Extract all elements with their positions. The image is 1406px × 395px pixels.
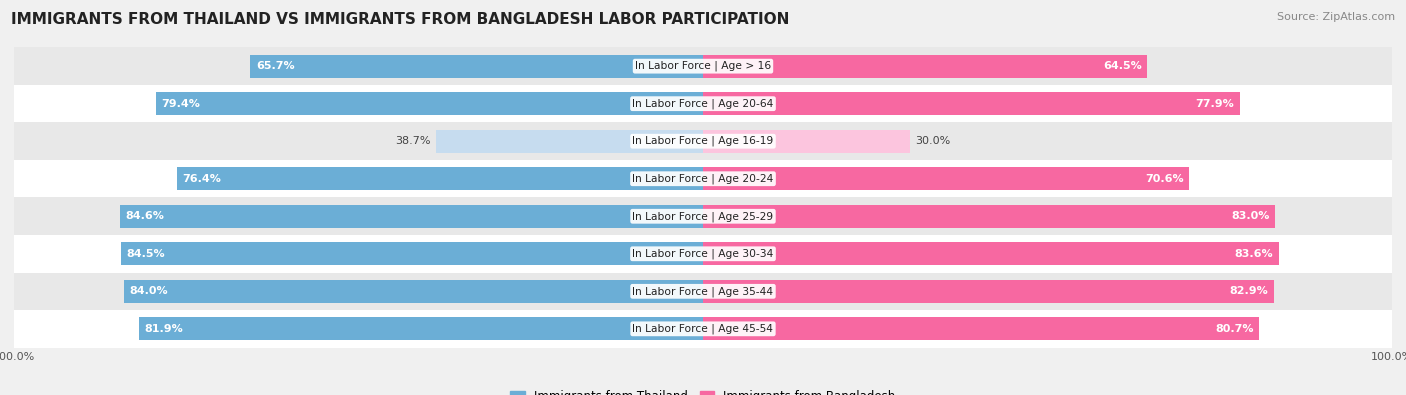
- Bar: [703, 242, 1279, 265]
- Text: 84.5%: 84.5%: [127, 249, 165, 259]
- Bar: [703, 55, 1147, 78]
- Bar: [177, 167, 703, 190]
- Text: 38.7%: 38.7%: [395, 136, 430, 146]
- Legend: Immigrants from Thailand, Immigrants from Bangladesh: Immigrants from Thailand, Immigrants fro…: [506, 385, 900, 395]
- Bar: [139, 317, 703, 340]
- Text: Source: ZipAtlas.com: Source: ZipAtlas.com: [1277, 12, 1395, 22]
- Text: 81.9%: 81.9%: [145, 324, 183, 334]
- Text: 84.0%: 84.0%: [129, 286, 169, 296]
- Text: 82.9%: 82.9%: [1230, 286, 1268, 296]
- Text: 83.6%: 83.6%: [1234, 249, 1274, 259]
- Text: In Labor Force | Age 20-24: In Labor Force | Age 20-24: [633, 173, 773, 184]
- Bar: [121, 242, 703, 265]
- Text: In Labor Force | Age 35-44: In Labor Force | Age 35-44: [633, 286, 773, 297]
- Text: In Labor Force | Age 30-34: In Labor Force | Age 30-34: [633, 248, 773, 259]
- Bar: [250, 55, 703, 78]
- Bar: [703, 205, 1275, 228]
- Text: 83.0%: 83.0%: [1230, 211, 1270, 221]
- Text: 70.6%: 70.6%: [1146, 174, 1184, 184]
- Text: 77.9%: 77.9%: [1195, 99, 1234, 109]
- Text: In Labor Force | Age > 16: In Labor Force | Age > 16: [636, 61, 770, 71]
- Text: In Labor Force | Age 20-64: In Labor Force | Age 20-64: [633, 98, 773, 109]
- Bar: [703, 280, 1274, 303]
- Text: In Labor Force | Age 45-54: In Labor Force | Age 45-54: [633, 324, 773, 334]
- Bar: [156, 92, 703, 115]
- Text: 76.4%: 76.4%: [183, 174, 221, 184]
- Text: IMMIGRANTS FROM THAILAND VS IMMIGRANTS FROM BANGLADESH LABOR PARTICIPATION: IMMIGRANTS FROM THAILAND VS IMMIGRANTS F…: [11, 12, 790, 27]
- Bar: [14, 235, 1392, 273]
- Text: In Labor Force | Age 25-29: In Labor Force | Age 25-29: [633, 211, 773, 222]
- Bar: [120, 205, 703, 228]
- Text: In Labor Force | Age 16-19: In Labor Force | Age 16-19: [633, 136, 773, 147]
- Bar: [124, 280, 703, 303]
- Bar: [14, 310, 1392, 348]
- Bar: [703, 317, 1258, 340]
- Bar: [14, 273, 1392, 310]
- Bar: [703, 92, 1240, 115]
- Bar: [703, 167, 1189, 190]
- Text: 64.5%: 64.5%: [1104, 61, 1142, 71]
- Bar: [703, 130, 910, 153]
- Text: 30.0%: 30.0%: [915, 136, 950, 146]
- Bar: [14, 85, 1392, 122]
- Text: 80.7%: 80.7%: [1215, 324, 1254, 334]
- Bar: [14, 160, 1392, 198]
- Text: 65.7%: 65.7%: [256, 61, 294, 71]
- Bar: [436, 130, 703, 153]
- Bar: [14, 122, 1392, 160]
- Bar: [14, 47, 1392, 85]
- Bar: [14, 198, 1392, 235]
- Text: 79.4%: 79.4%: [162, 99, 201, 109]
- Text: 84.6%: 84.6%: [125, 211, 165, 221]
